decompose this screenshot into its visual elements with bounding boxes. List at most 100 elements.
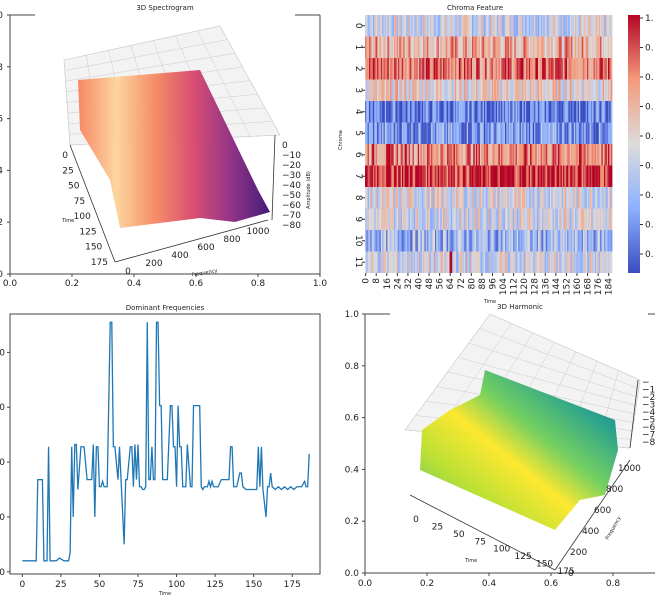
- heatmap-cell: [374, 165, 376, 187]
- heatmap-cell: [564, 79, 567, 101]
- heatmap-cell: [545, 251, 548, 273]
- heatmap-cell: [433, 208, 436, 230]
- heatmap-cell: [383, 165, 386, 187]
- heatmap-cell: [606, 165, 609, 187]
- heatmap-cell: [412, 187, 415, 209]
- heatmap-cell: [487, 58, 490, 80]
- colorbar-tick-label: 0.: [645, 73, 654, 83]
- heatmap-cell: [457, 122, 460, 144]
- heatmap-cell: [376, 101, 379, 123]
- heatmap-cell: [577, 251, 580, 273]
- heatmap-cell: [468, 36, 470, 58]
- heatmap-cell: [416, 58, 419, 80]
- heatmap-cell: [600, 208, 602, 230]
- heatmap-cell: [368, 251, 371, 273]
- heatmap-cell: [597, 251, 600, 273]
- heatmap-cell: [506, 36, 509, 58]
- heatmap-cell: [560, 230, 563, 252]
- heatmap-cell: [460, 58, 462, 80]
- heatmap-cell: [569, 144, 572, 166]
- heatmap-cell: [394, 36, 396, 58]
- heatmap-cell: [411, 79, 413, 101]
- heatmap-cell: [457, 208, 460, 230]
- heatmap-cell: [444, 36, 446, 58]
- heatmap-cell: [593, 58, 596, 80]
- heatmap-cell: [433, 36, 436, 58]
- heatmap-cell: [408, 122, 411, 144]
- heatmap-cell: [561, 165, 564, 187]
- heatmap-cell: [425, 79, 428, 101]
- heatmap-cell: [534, 230, 536, 252]
- heatmap-cell: [494, 58, 497, 80]
- heatmap-cell: [540, 144, 543, 166]
- heatmap-cell: [609, 208, 612, 230]
- heatmap-cell: [490, 144, 493, 166]
- heatmap-cell: [592, 251, 594, 273]
- heatmap-cell: [477, 144, 479, 166]
- heatmap-cell: [448, 15, 450, 37]
- heatmap-cell: [608, 230, 610, 252]
- heatmap-cell: [425, 187, 428, 209]
- heatmap-cell: [461, 15, 464, 37]
- heatmap-cell: [479, 15, 482, 37]
- heatmap-cell: [375, 208, 378, 230]
- heatmap-cell: [485, 122, 487, 144]
- heatmap-cell: [511, 122, 514, 144]
- heatmap-cell: [384, 208, 387, 230]
- heatmap-cell: [575, 230, 577, 252]
- heatmap-cell: [441, 36, 444, 58]
- heatmap-cell: [417, 122, 420, 144]
- heatmap-cell: [469, 144, 472, 166]
- heatmap-cell: [497, 230, 499, 252]
- heatmap-cell: [584, 230, 586, 252]
- heatmap-cell: [530, 36, 532, 58]
- heatmap-cell: [523, 79, 526, 101]
- heatmap-cell: [483, 15, 486, 37]
- heatmap-cell: [552, 251, 555, 273]
- heatmap-cell: [584, 251, 586, 273]
- heatmap-cell: [572, 122, 575, 144]
- heatmap-cell: [366, 187, 369, 209]
- heatmap-cell: [511, 144, 514, 166]
- heatmap-cell: [411, 165, 413, 187]
- heatmap-cell: [442, 251, 445, 273]
- row-label: 11: [353, 257, 363, 268]
- heatmap-cell: [458, 187, 461, 209]
- heatmap-cell: [565, 122, 568, 144]
- heatmap-cell: [469, 101, 472, 123]
- heatmap-cell: [392, 208, 395, 230]
- heatmap-cell: [398, 101, 400, 123]
- heatmap-cell: [609, 15, 612, 37]
- heatmap-cell: [544, 187, 547, 209]
- heatmap-cell: [520, 101, 523, 123]
- heatmap-cell: [448, 144, 450, 166]
- heatmap-cell: [571, 36, 573, 58]
- heatmap-cell: [473, 15, 476, 37]
- heatmap-cell: [440, 165, 443, 187]
- heatmap-cell: [461, 58, 464, 80]
- heatmap-cell: [530, 230, 532, 252]
- heatmap-cell: [394, 144, 396, 166]
- heatmap-cell: [586, 165, 589, 187]
- heatmap-cell: [489, 79, 491, 101]
- heatmap-cell: [494, 101, 497, 123]
- heatmap-cell: [408, 58, 411, 80]
- heatmap-cell: [464, 15, 466, 37]
- heatmap-cell: [531, 101, 534, 123]
- heatmap-cell: [586, 208, 589, 230]
- heatmap-cell: [370, 79, 373, 101]
- heatmap-cell: [508, 15, 511, 37]
- heatmap-cell: [374, 230, 376, 252]
- heatmap-cell: [596, 58, 598, 80]
- heatmap-cell: [470, 251, 473, 273]
- heatmap-cell: [597, 15, 600, 37]
- heatmap-cell: [413, 58, 416, 80]
- heatmap-cell: [452, 122, 454, 144]
- heatmap-cell: [545, 101, 548, 123]
- heatmap-cell: [382, 187, 384, 209]
- heatmap-cell: [503, 187, 506, 209]
- heatmap-cell: [597, 230, 600, 252]
- heatmap-cell: [539, 36, 542, 58]
- heatmap-cell: [515, 165, 518, 187]
- heatmap-cell: [387, 187, 390, 209]
